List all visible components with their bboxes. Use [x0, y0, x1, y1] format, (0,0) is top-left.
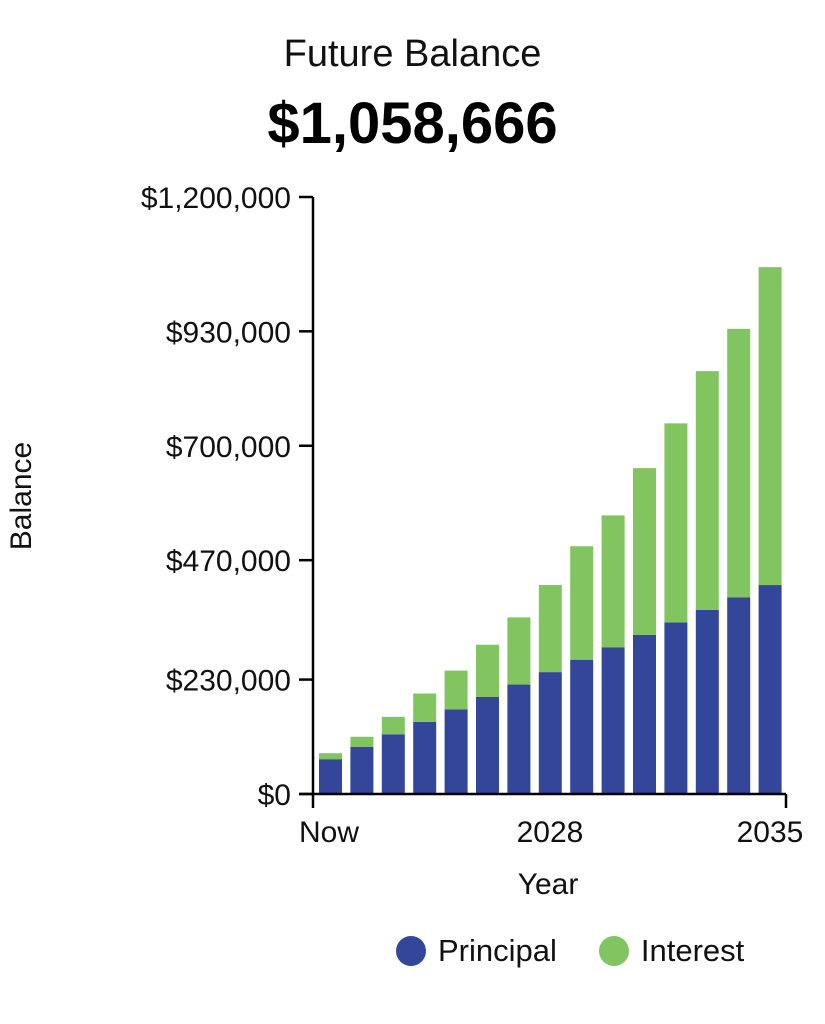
bar-interest [538, 585, 562, 673]
bar-principal [664, 622, 688, 794]
y-tick-label: $470,000 [166, 545, 291, 578]
bar-principal [413, 721, 437, 794]
bar-principal [633, 634, 656, 794]
bar-interest [476, 644, 499, 697]
bar-interest [319, 753, 342, 760]
legend-swatch-interest [598, 936, 629, 966]
x-tick-label: 2028 [517, 816, 584, 849]
bar-interest [350, 736, 374, 747]
bar-interest [381, 716, 405, 735]
y-tick-label: $930,000 [166, 316, 291, 349]
axes-group: $0 $230,000 $470,000 $700,000 $930,000 $1,200… [141, 182, 804, 849]
x-tick-label: 2035 [737, 816, 804, 849]
bar-interest [695, 371, 719, 610]
bar-principal [444, 709, 468, 794]
bar-principal [319, 759, 342, 794]
future-balance-total: $1,058,666 [267, 91, 558, 156]
bar-interest [413, 693, 437, 722]
bar-interest [758, 267, 782, 586]
legend-item-principal: Principal [396, 933, 557, 969]
y-axis-title: Balance [5, 442, 38, 550]
legend-label-interest: Interest [640, 933, 745, 968]
bar-principal [507, 684, 531, 794]
y-tick-label: $0 [258, 779, 291, 812]
legend-swatch-principal [396, 936, 426, 966]
bar-interest [727, 328, 751, 598]
legend-label-principal: Principal [438, 933, 557, 968]
bar-principal [758, 585, 782, 794]
legend-item-interest: Interest [598, 933, 745, 969]
y-tick-label: $1,200,000 [141, 182, 291, 215]
bar-interest [601, 515, 625, 648]
bar-interest [570, 546, 594, 660]
bar-principal [350, 746, 374, 794]
y-tick-label: $700,000 [166, 431, 291, 464]
chart-header: Future Balance $1,058,666 [0, 28, 825, 160]
bar-interest [633, 468, 656, 635]
bar-interest [664, 423, 688, 623]
bar-principal [601, 647, 625, 794]
chart-title: Future Balance [283, 33, 542, 75]
bar-principal [381, 734, 405, 794]
bar-principal [538, 672, 562, 794]
bar-principal [476, 696, 499, 794]
bar-interest [444, 670, 468, 710]
bar-principal [727, 597, 751, 794]
x-tick-label: Now [299, 816, 359, 849]
bar-principal [570, 659, 594, 794]
x-axis-title: Year [518, 868, 579, 901]
bar-principal [695, 609, 719, 794]
legend: Principal Interest [396, 933, 744, 969]
bar-interest [507, 617, 531, 685]
y-tick-label: $230,000 [166, 665, 291, 698]
bars-group [319, 267, 782, 794]
